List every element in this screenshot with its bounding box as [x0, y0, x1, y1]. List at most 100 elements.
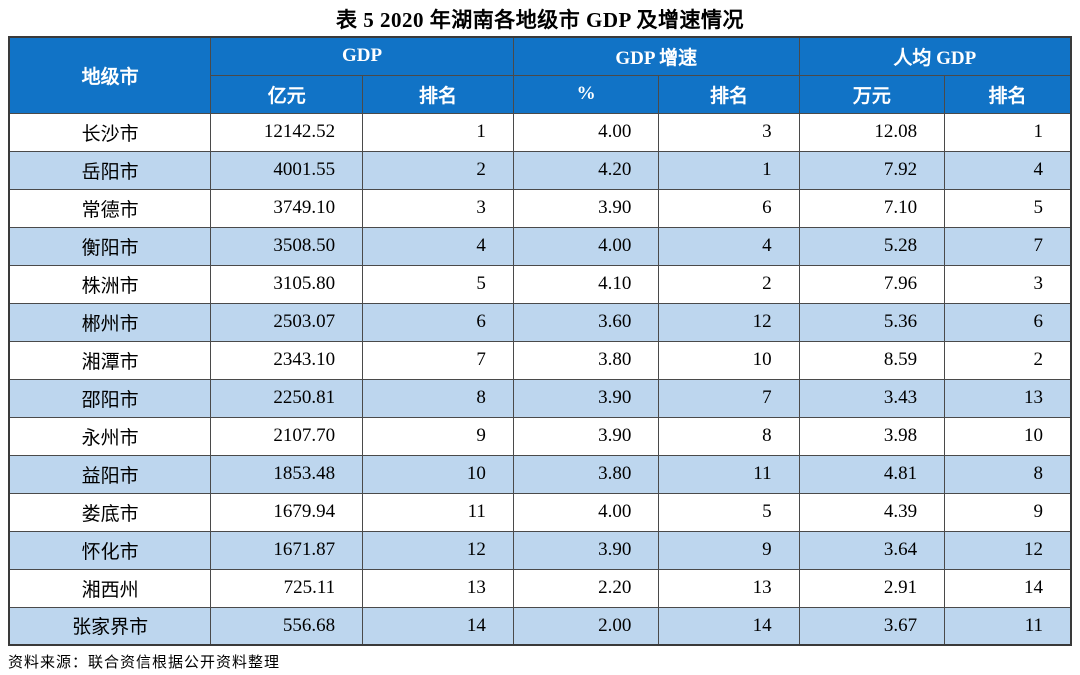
value-cell: 9	[658, 530, 800, 570]
header-city: 地级市	[8, 36, 212, 114]
header-group-gdp-per-capita: 人均 GDP	[798, 36, 1072, 76]
value-cell: 2.91	[798, 568, 946, 608]
value-cell: 7	[362, 340, 514, 380]
value-cell: 12	[658, 302, 800, 342]
value-cell: 3749.10	[210, 188, 364, 228]
value-cell: 6	[658, 188, 800, 228]
value-cell: 13	[944, 378, 1072, 418]
value-cell: 4.00	[512, 112, 660, 152]
city-name-cell: 益阳市	[8, 454, 212, 494]
value-cell: 3	[944, 264, 1072, 304]
value-cell: 5.36	[798, 302, 946, 342]
city-name-cell: 株洲市	[8, 264, 212, 304]
table-body: 长沙市 12142.52 1 4.00 3 12.08 1 岳阳市 4001.55 2 4.20 1 7…	[8, 112, 1072, 646]
value-cell: 10	[658, 340, 800, 380]
city-name-cell: 怀化市	[8, 530, 212, 570]
table-title: 表 5 2020 年湖南各地级市 GDP 及增速情况	[336, 8, 744, 32]
header-percapita-unit: 万元	[798, 74, 946, 114]
value-cell: 4	[944, 150, 1072, 190]
value-cell: 725.11	[210, 568, 364, 608]
value-cell: 2.20	[512, 568, 660, 608]
value-cell: 7	[944, 226, 1072, 266]
table-row: 湘西州 725.11 13 2.20 13 2.91 14	[8, 568, 1072, 608]
value-cell: 4.39	[798, 492, 946, 532]
table-row: 怀化市 1671.87 12 3.90 9 3.64 12	[8, 530, 1072, 570]
value-cell: 3.80	[512, 340, 660, 380]
value-cell: 556.68	[210, 606, 364, 646]
value-cell: 14	[658, 606, 800, 646]
value-cell: 3	[362, 188, 514, 228]
value-cell: 4	[658, 226, 800, 266]
value-cell: 1679.94	[210, 492, 364, 532]
value-cell: 2250.81	[210, 378, 364, 418]
value-cell: 10	[362, 454, 514, 494]
value-cell: 12142.52	[210, 112, 364, 152]
header-group-row: 地级市 GDP GDP 增速 人均 GDP	[8, 36, 1072, 114]
header-group-gdp-growth: GDP 增速	[512, 36, 800, 76]
value-cell: 2	[944, 340, 1072, 380]
value-cell: 4001.55	[210, 150, 364, 190]
table-row: 湘潭市 2343.10 7 3.80 10 8.59 2	[8, 340, 1072, 380]
table-row: 株洲市 3105.80 5 4.10 2 7.96 3	[8, 264, 1072, 304]
value-cell: 3.80	[512, 454, 660, 494]
city-name-cell: 衡阳市	[8, 226, 212, 266]
value-cell: 3.60	[512, 302, 660, 342]
header-gdp-rank: 排名	[362, 74, 514, 114]
value-cell: 9	[944, 492, 1072, 532]
value-cell: 4.10	[512, 264, 660, 304]
value-cell: 3.43	[798, 378, 946, 418]
value-cell: 8	[362, 378, 514, 418]
table-row: 常德市 3749.10 3 3.90 6 7.10 5	[8, 188, 1072, 228]
value-cell: 8.59	[798, 340, 946, 380]
value-cell: 6	[362, 302, 514, 342]
value-cell: 9	[362, 416, 514, 456]
value-cell: 2107.70	[210, 416, 364, 456]
table-row: 张家界市 556.68 14 2.00 14 3.67 11	[8, 606, 1072, 646]
value-cell: 1	[944, 112, 1072, 152]
value-cell: 2	[362, 150, 514, 190]
city-name-cell: 长沙市	[8, 112, 212, 152]
table-row: 娄底市 1679.94 11 4.00 5 4.39 9	[8, 492, 1072, 532]
value-cell: 14	[944, 568, 1072, 608]
value-cell: 4.81	[798, 454, 946, 494]
value-cell: 14	[362, 606, 514, 646]
value-cell: 3.90	[512, 188, 660, 228]
value-cell: 4.00	[512, 492, 660, 532]
value-cell: 3508.50	[210, 226, 364, 266]
value-cell: 3.64	[798, 530, 946, 570]
value-cell: 5.28	[798, 226, 946, 266]
value-cell: 7.10	[798, 188, 946, 228]
value-cell: 11	[362, 492, 514, 532]
city-name-cell: 张家界市	[8, 606, 212, 646]
value-cell: 5	[362, 264, 514, 304]
header-sub-row: 亿元 排名 % 排名 万元 排名	[9, 74, 1072, 114]
value-cell: 1853.48	[210, 454, 364, 494]
value-cell: 13	[362, 568, 514, 608]
table-row: 岳阳市 4001.55 2 4.20 1 7.92 4	[8, 150, 1072, 190]
city-name-cell: 郴州市	[8, 302, 212, 342]
city-name-cell: 岳阳市	[8, 150, 212, 190]
city-name-cell: 湘西州	[8, 568, 212, 608]
table-row: 益阳市 1853.48 10 3.80 11 4.81 8	[8, 454, 1072, 494]
header-percapita-rank: 排名	[944, 74, 1072, 114]
value-cell: 8	[658, 416, 800, 456]
value-cell: 3.90	[512, 378, 660, 418]
value-cell: 12.08	[798, 112, 946, 152]
header-gdp-unit: 亿元	[210, 74, 364, 114]
city-name-cell: 永州市	[8, 416, 212, 456]
city-name-cell: 常德市	[8, 188, 212, 228]
header-growth-unit: %	[512, 74, 660, 114]
value-cell: 1671.87	[210, 530, 364, 570]
value-cell: 6	[944, 302, 1072, 342]
value-cell: 3105.80	[210, 264, 364, 304]
table-row: 长沙市 12142.52 1 4.00 3 12.08 1	[8, 112, 1072, 152]
value-cell: 2.00	[512, 606, 660, 646]
value-cell: 12	[944, 530, 1072, 570]
city-name-cell: 娄底市	[8, 492, 212, 532]
value-cell: 3	[658, 112, 800, 152]
value-cell: 13	[658, 568, 800, 608]
value-cell: 7.96	[798, 264, 946, 304]
value-cell: 5	[658, 492, 800, 532]
value-cell: 11	[658, 454, 800, 494]
